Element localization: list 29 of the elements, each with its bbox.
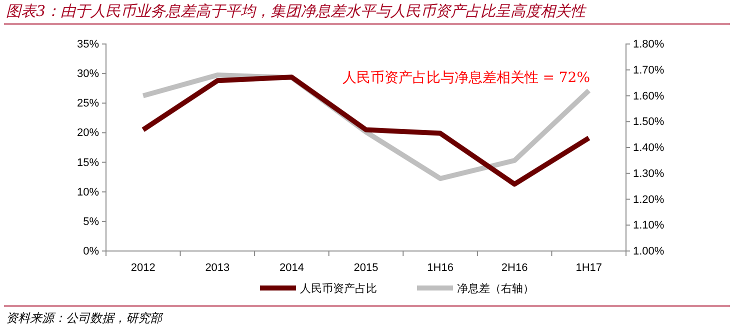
annotation: 人民币资产占比与净息差相关性 = 72%: [342, 70, 590, 86]
y-tick-label: 15%: [76, 156, 100, 169]
x-tick-label: 2H16: [501, 262, 528, 274]
text: 资料来源：公司数据，研究部: [6, 311, 164, 325]
x-tick-label: 2012: [130, 262, 156, 274]
y-tick-label: 30%: [76, 68, 100, 80]
y2-tick-label: 1.40%: [633, 142, 664, 154]
y-tick-label: 25%: [76, 98, 100, 110]
x-tick-label: 2013: [205, 262, 230, 274]
y-tick-label: 20%: [76, 127, 100, 140]
x-tick-label: 2014: [279, 262, 304, 274]
x-tick-label: 1H17: [576, 262, 602, 274]
y-tick-label: 0%: [83, 246, 100, 258]
y2-tick-label: 1.10%: [633, 220, 664, 232]
y-tick-label: 10%: [76, 186, 100, 198]
y2-tick-label: 1.80%: [633, 38, 664, 51]
y-tick-label: 35%: [76, 38, 100, 51]
y2-tick-label: 1.00%: [633, 246, 664, 258]
x-tick-label: 2015: [354, 262, 378, 274]
y-tick-label: 5%: [83, 216, 100, 228]
legend-label: 人民币资产占比: [300, 282, 377, 295]
chart-title: 图表3：由于人民币业务息差高于平均，集团净息差水平与人民币资产占比呈高度相关性: [6, 2, 588, 20]
y2-tick-label: 1.60%: [633, 90, 664, 102]
legend-label: 净息差（右轴）: [457, 282, 534, 295]
y2-tick-label: 1.20%: [633, 194, 664, 206]
x-tick-label: 1H16: [427, 262, 454, 274]
y2-tick-label: 1.30%: [633, 168, 664, 180]
y2-tick-label: 1.70%: [633, 64, 664, 76]
y2-tick-label: 1.50%: [633, 116, 664, 128]
